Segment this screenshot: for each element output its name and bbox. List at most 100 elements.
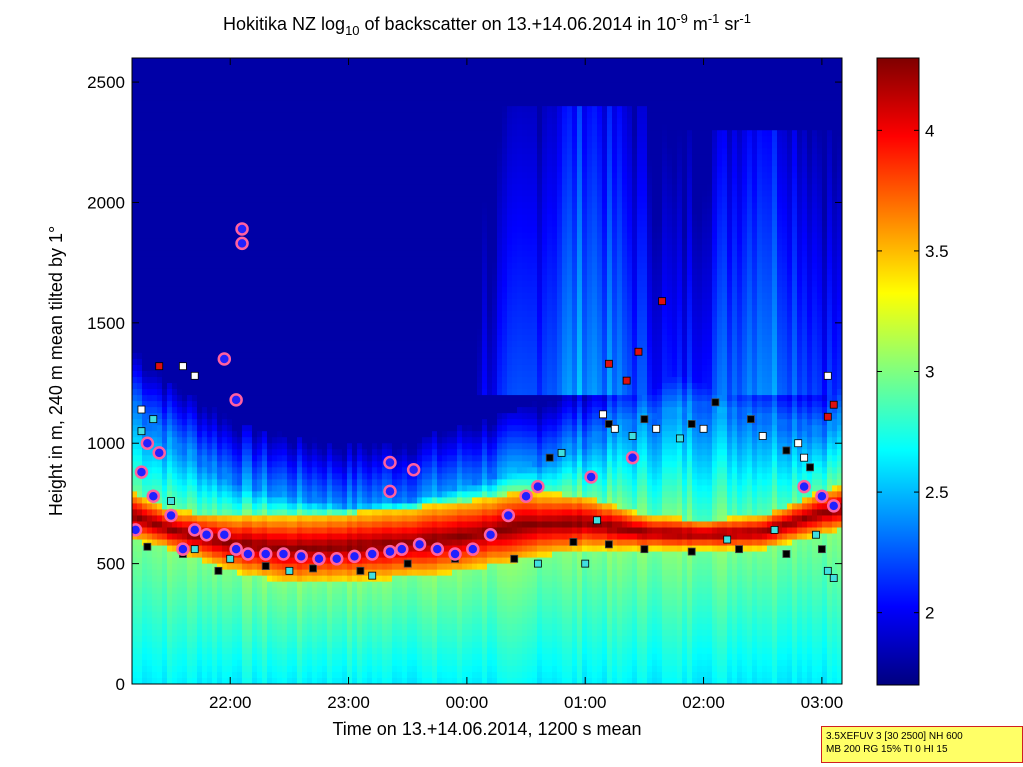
heatmap-cell <box>342 563 348 571</box>
heatmap-cell <box>327 605 333 613</box>
heatmap-cell <box>337 256 343 264</box>
heatmap-cell <box>352 286 358 294</box>
heatmap-cell <box>332 605 338 613</box>
heatmap-cell <box>212 142 218 149</box>
heatmap-cell <box>282 431 288 438</box>
heatmap-field <box>132 58 842 684</box>
heatmap-cell <box>342 310 348 318</box>
heatmap-cell <box>272 485 278 492</box>
heatmap-cell <box>362 467 368 474</box>
heatmap-cell <box>267 118 273 125</box>
heatmap-cell <box>267 280 273 288</box>
heatmap-cell <box>272 659 278 667</box>
heatmap-cell <box>202 130 208 137</box>
heatmap-cell <box>142 208 148 216</box>
heatmap-cell <box>137 148 143 155</box>
heatmap-cell <box>342 659 348 667</box>
heatmap-cell <box>242 166 248 173</box>
heatmap-cell <box>307 605 313 613</box>
heatmap-cell <box>272 100 278 107</box>
heatmap-cell <box>187 226 193 234</box>
heatmap-cell <box>242 256 248 264</box>
heatmap-cell <box>252 389 258 396</box>
heatmap-cell <box>227 340 233 348</box>
heatmap-cell <box>357 557 363 565</box>
heatmap-cell <box>327 641 333 649</box>
heatmap-cell <box>227 623 233 631</box>
heatmap-cell <box>327 58 333 65</box>
heatmap-cell <box>202 587 208 595</box>
heatmap-cell <box>132 214 138 222</box>
heatmap-cell <box>357 292 363 300</box>
heatmap-cell <box>197 94 203 101</box>
heatmap-cell <box>192 184 198 192</box>
heatmap-cell <box>202 106 208 113</box>
heatmap-cell <box>207 629 213 637</box>
heatmap-cell <box>177 226 183 234</box>
heatmap-cell <box>132 605 138 613</box>
heatmap-cell <box>292 371 298 378</box>
heatmap-cell <box>202 172 208 179</box>
heatmap-cell <box>357 413 363 420</box>
heatmap-cell <box>312 545 318 553</box>
heatmap-cell <box>167 575 173 583</box>
heatmap-cell <box>252 449 258 456</box>
heatmap-cell <box>317 226 323 234</box>
heatmap-cell <box>227 665 233 673</box>
heatmap-cell <box>312 449 318 456</box>
heatmap-cell <box>292 569 298 577</box>
heatmap-cell <box>212 268 218 276</box>
heatmap-cell <box>157 112 163 119</box>
heatmap-cell <box>192 461 198 468</box>
heatmap-cell <box>147 298 153 306</box>
heatmap-cell <box>237 274 243 282</box>
heatmap-cell <box>232 497 238 505</box>
heatmap-cell <box>297 94 303 101</box>
heatmap-cell <box>197 220 203 228</box>
heatmap-cell <box>297 461 303 468</box>
heatmap-cell <box>232 581 238 589</box>
heatmap-cell <box>232 527 238 535</box>
heatmap-cell <box>367 533 373 541</box>
heatmap-cell <box>282 364 288 372</box>
heatmap-cell <box>162 340 168 348</box>
heatmap-cell <box>272 527 278 535</box>
heatmap-cell <box>327 383 333 390</box>
heatmap-cell <box>302 485 308 492</box>
heatmap-cell <box>277 521 283 529</box>
heatmap-cell <box>267 172 273 179</box>
heatmap-cell <box>232 665 238 673</box>
heatmap-cell <box>172 659 178 667</box>
heatmap-cell <box>232 238 238 246</box>
heatmap-cell <box>267 154 273 161</box>
heatmap-cell <box>207 106 213 113</box>
heatmap-cell <box>207 605 213 613</box>
heatmap-cell <box>287 395 293 402</box>
heatmap-cell <box>267 130 273 137</box>
heatmap-cell <box>347 244 353 252</box>
heatmap-cell <box>222 629 228 637</box>
heatmap-cell <box>187 635 193 643</box>
heatmap-cell <box>232 160 238 167</box>
heatmap-cell <box>227 587 233 595</box>
heatmap-cell <box>292 232 298 240</box>
heatmap-cell <box>367 364 373 372</box>
heatmap-cell <box>207 286 213 294</box>
heatmap-cell <box>327 280 333 288</box>
heatmap-cell <box>352 292 358 300</box>
heatmap-cell <box>312 653 318 661</box>
heatmap-cell <box>142 527 148 535</box>
heatmap-cell <box>267 112 273 119</box>
heatmap-cell <box>302 461 308 468</box>
heatmap-cell <box>147 88 153 95</box>
heatmap-cell <box>322 220 328 228</box>
heatmap-cell <box>222 395 228 402</box>
heatmap-cell <box>327 364 333 372</box>
heatmap-cell <box>207 551 213 559</box>
heatmap-cell <box>157 238 163 246</box>
heatmap-cell <box>247 118 253 125</box>
heatmap-cell <box>157 545 163 553</box>
heatmap-cell <box>217 617 223 625</box>
heatmap-cell <box>352 449 358 456</box>
heatmap-cell <box>302 310 308 318</box>
